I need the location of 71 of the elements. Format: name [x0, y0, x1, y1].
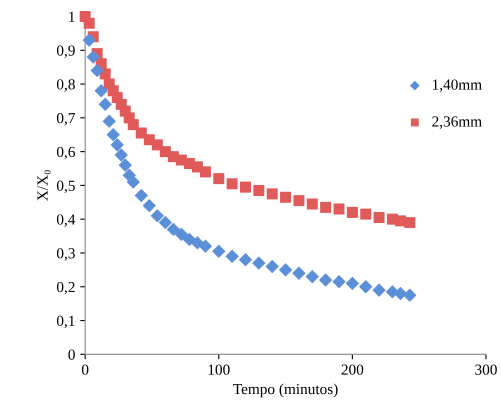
- point: [213, 173, 224, 184]
- point: [102, 114, 116, 128]
- x-tick-label: 200: [342, 364, 364, 375]
- point: [226, 250, 239, 263]
- point: [126, 175, 140, 189]
- point: [118, 158, 132, 172]
- point: [86, 50, 100, 64]
- y-axis-title: X/X₀: [37, 170, 51, 201]
- point: [200, 166, 211, 178]
- y-tick-label: 0,5: [56, 180, 75, 194]
- y-tick-label: 0: [68, 349, 75, 360]
- legend-label: 1,40mm: [432, 79, 482, 92]
- point: [252, 256, 266, 270]
- point: [293, 195, 304, 206]
- point: [266, 260, 279, 274]
- point: [212, 244, 226, 258]
- point: [128, 119, 139, 130]
- y-tick-label: 0,1: [56, 316, 75, 328]
- point: [238, 253, 252, 266]
- y-tick-label: 0,8: [56, 79, 75, 92]
- point: [198, 240, 212, 253]
- point: [360, 208, 372, 220]
- y-tick-label: 0,4: [56, 214, 76, 227]
- point: [306, 198, 318, 210]
- point: [158, 216, 172, 230]
- point: [240, 182, 251, 193]
- point: [404, 217, 416, 228]
- x-tick-label: 100: [208, 364, 230, 375]
- point: [346, 206, 358, 218]
- point: [174, 228, 188, 241]
- point: [106, 128, 120, 142]
- y-tick-label: 1: [69, 12, 75, 22]
- x-axis-title: Tempo (minutos): [233, 383, 338, 398]
- y-tick-label: 0,7: [56, 112, 76, 126]
- point: [136, 128, 147, 139]
- y-tick-label: 0,6: [56, 146, 75, 160]
- point: [306, 270, 319, 284]
- point: [394, 286, 408, 300]
- point: [134, 188, 148, 202]
- point: [226, 178, 238, 190]
- point: [110, 138, 124, 152]
- point: [320, 202, 332, 213]
- point: [403, 288, 416, 302]
- point: [90, 64, 104, 78]
- point: [334, 204, 345, 215]
- point: [346, 276, 359, 290]
- point: [182, 232, 196, 246]
- y-tick-label: 0,9: [56, 45, 75, 58]
- point: [279, 263, 292, 276]
- point: [359, 280, 372, 294]
- point: [253, 184, 264, 196]
- point: [150, 209, 164, 222]
- point: [114, 148, 128, 162]
- point: [280, 192, 292, 203]
- point: [372, 284, 386, 297]
- point: [98, 98, 112, 111]
- point: [374, 212, 385, 223]
- point: [332, 275, 346, 288]
- point: [319, 273, 332, 287]
- point: [94, 84, 108, 98]
- point: [166, 222, 180, 236]
- point: [292, 266, 306, 280]
- y-tick-label: 0,3: [56, 248, 75, 261]
- point: [82, 34, 96, 47]
- point: [84, 18, 95, 29]
- x-tick-label: 0: [82, 364, 88, 375]
- point: [266, 188, 278, 200]
- point: [142, 199, 156, 212]
- legend-label: 2,36mm: [432, 116, 482, 129]
- x-tick-label: 300: [475, 364, 497, 375]
- y-tick-label: 0,2: [56, 282, 75, 294]
